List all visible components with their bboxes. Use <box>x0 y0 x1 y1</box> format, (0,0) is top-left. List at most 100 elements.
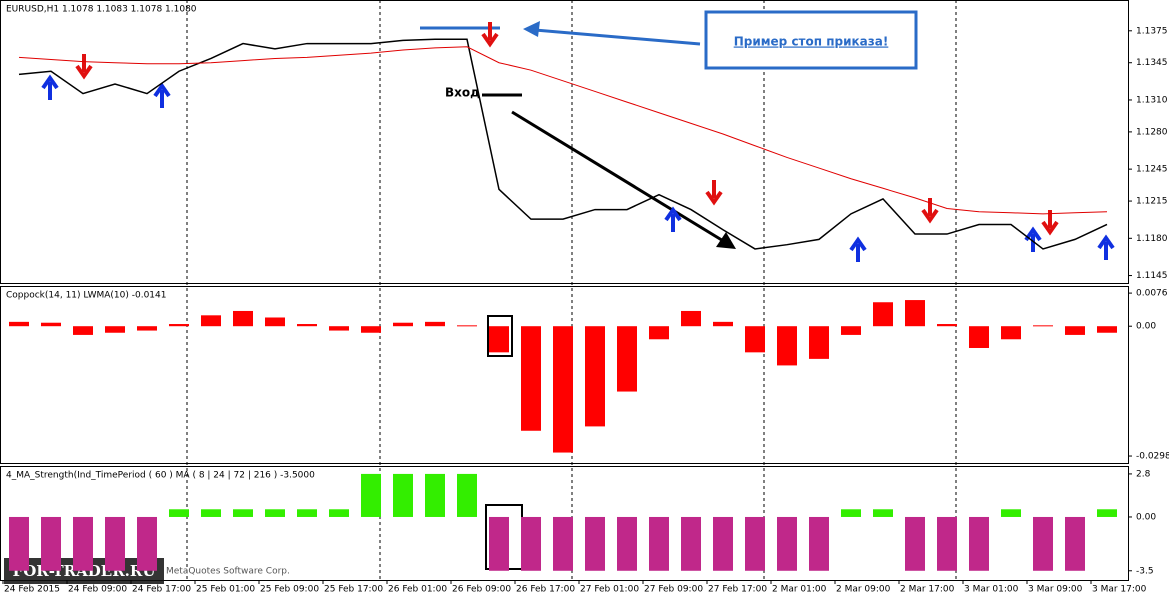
x-tick-label: 3 Mar 01:00 <box>964 585 1019 595</box>
x-tick-label: 27 Feb 17:00 <box>708 585 767 595</box>
entry-label: Вход <box>445 86 480 100</box>
histogram-bar <box>937 516 957 571</box>
histogram-bar <box>201 509 221 517</box>
y-tick-label: 1.1215 <box>1136 197 1168 207</box>
x-tick-label: 2 Mar 17:00 <box>900 585 955 595</box>
histogram-bar <box>169 324 189 327</box>
sell-arrow <box>75 54 93 80</box>
histogram-bar <box>617 516 637 571</box>
histogram-bar <box>521 516 541 571</box>
x-tick-label: 24 Feb 2015 <box>4 585 60 595</box>
y-tick-label: 1.1245 <box>1136 165 1168 175</box>
trend-arrow <box>511 110 726 244</box>
histogram-bar <box>585 516 605 571</box>
y-tick-label: 0.00 <box>1136 322 1156 332</box>
panel-frame <box>0 0 1129 284</box>
callout-text: Пример стоп приказа! <box>734 35 889 49</box>
histogram-bar <box>969 326 989 348</box>
histogram-bar <box>841 509 861 517</box>
histogram-bar <box>873 302 893 327</box>
y-tick-label: -3.5 <box>1136 566 1154 576</box>
histogram-bar <box>105 516 125 571</box>
histogram-bar <box>457 325 477 327</box>
histogram-bar <box>201 315 221 327</box>
buy-arrow <box>664 206 682 232</box>
trend-arrowhead <box>716 232 736 249</box>
histogram-bar <box>777 326 797 366</box>
histogram-bar <box>169 509 189 517</box>
histogram-bar <box>713 516 733 571</box>
buy-arrow <box>1097 234 1115 260</box>
histogram-bar <box>745 516 765 571</box>
histogram-bar <box>265 509 285 517</box>
histogram-bar <box>73 516 93 571</box>
y-tick-label: 1.1145 <box>1136 271 1168 281</box>
panel-title: EURUSD,H1 1.1078 1.1083 1.1078 1.1080 <box>6 5 197 15</box>
histogram-bar <box>1065 516 1085 571</box>
price-line <box>18 46 1108 215</box>
y-tick-label: 1.1180 <box>1136 234 1168 244</box>
y-tick-label: 1.1280 <box>1136 127 1168 137</box>
x-tick-label: 24 Feb 17:00 <box>132 585 191 595</box>
histogram-bar <box>297 509 317 517</box>
y-tick-label: -0.0298 <box>1136 452 1169 462</box>
x-tick-label: 27 Feb 09:00 <box>644 585 703 595</box>
buy-arrow <box>153 82 171 108</box>
histogram-bar <box>489 516 509 571</box>
histogram-bar <box>329 509 349 517</box>
histogram-bar <box>937 324 957 327</box>
histogram-bar <box>1033 516 1053 571</box>
histogram-bar <box>361 326 381 333</box>
x-tick-label: 26 Feb 01:00 <box>388 585 447 595</box>
histogram-bar <box>41 516 61 571</box>
panel-frame <box>0 286 1129 464</box>
y-tick-label: 1.1375 <box>1136 26 1168 36</box>
histogram-bar <box>873 509 893 517</box>
histogram-bar <box>713 321 733 327</box>
histogram-bar <box>521 326 541 431</box>
histogram-bar <box>841 326 861 335</box>
histogram-bar <box>9 516 29 571</box>
panel-title: Coppock(14, 11) LWMA(10) -0.0141 <box>6 291 166 301</box>
x-tick-label: 26 Feb 17:00 <box>516 585 575 595</box>
histogram-bar <box>553 326 573 453</box>
histogram-bar <box>73 326 93 335</box>
panel-frame <box>0 466 1129 581</box>
x-tick-label: 2 Mar 01:00 <box>772 585 827 595</box>
buy-arrow <box>849 236 867 262</box>
x-tick-label: 26 Feb 09:00 <box>452 585 511 595</box>
histogram-bar <box>297 324 317 327</box>
x-tick-label: 27 Feb 01:00 <box>580 585 639 595</box>
y-tick-label: 2.8 <box>1136 469 1151 479</box>
copyright: MetaQuotes Software Corp. <box>166 567 290 577</box>
histogram-bar <box>809 516 829 571</box>
histogram-bar <box>105 326 125 333</box>
histogram-bar <box>393 473 413 517</box>
x-tick-label: 2 Mar 09:00 <box>836 585 891 595</box>
sell-arrow <box>481 22 499 48</box>
callout-arrowhead <box>523 21 540 37</box>
sell-arrow <box>921 198 939 224</box>
histogram-bar <box>617 326 637 392</box>
histogram-bar <box>425 473 445 517</box>
histogram-bar <box>585 326 605 427</box>
histogram-bar <box>233 310 253 327</box>
histogram-bar <box>905 300 925 327</box>
y-tick-label: 0.00 <box>1136 512 1156 522</box>
histogram-bar <box>905 516 925 571</box>
buy-arrow <box>41 74 59 100</box>
histogram-bar <box>265 317 285 327</box>
x-tick-label: 25 Feb 17:00 <box>324 585 383 595</box>
histogram-bar <box>1001 509 1021 517</box>
histogram-bar <box>41 322 61 327</box>
x-tick-label: 25 Feb 09:00 <box>260 585 319 595</box>
x-tick-label: 25 Feb 01:00 <box>196 585 255 595</box>
histogram-bar <box>1001 326 1021 340</box>
callout-box <box>704 10 918 70</box>
x-tick-label: 3 Mar 09:00 <box>1028 585 1083 595</box>
histogram-bar <box>553 516 573 571</box>
x-tick-label: 3 Mar 17:00 <box>1092 585 1147 595</box>
